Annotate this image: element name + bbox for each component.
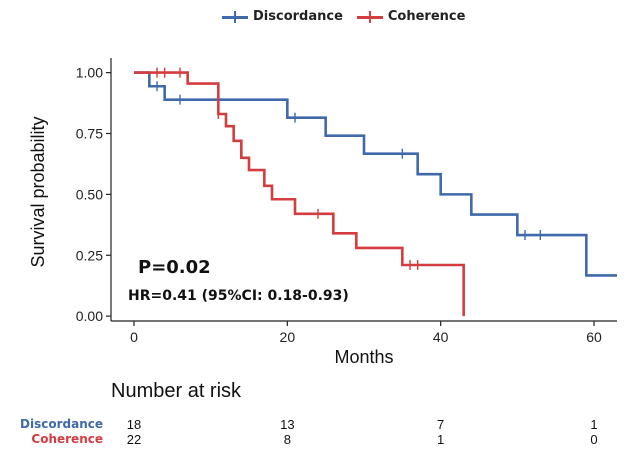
axes: 0.00 0.25 0.50 0.75 1.00 0 20 40 60 [76,58,617,345]
series-layer [134,67,617,317]
y-tick-label: 1.00 [76,65,103,81]
risk-value: 18 [126,417,142,432]
risk-value: 0 [590,432,598,447]
risk-label-coherence: Coherence [31,432,103,446]
survival-curve-discordance [134,71,617,277]
y-axis-title: Survival probability [28,116,48,267]
legend-label-discordance: Discordance [253,9,343,24]
risk-value: 7 [437,417,445,432]
y-tick-label: 0.25 [76,247,103,263]
risk-table-title: Number at risk [111,380,242,402]
legend-swatch-discordance [222,10,248,24]
p-value-annotation: P=0.02 [138,257,211,278]
risk-value: 8 [283,432,291,447]
x-tick-label: 0 [130,329,138,345]
x-axis-title: Months [334,347,393,367]
legend-tick-discordance [234,10,236,23]
y-tick-label: 0.50 [76,186,103,202]
survival-curve-coherence [134,71,465,317]
legend: Discordance Coherence [222,9,465,24]
x-tick-label: 20 [280,329,296,345]
legend-swatch-coherence [356,10,383,24]
hazard-ratio-annotation: HR=0.41 (95%CI: 0.18-0.93) [128,288,349,304]
risk-value: 1 [590,417,598,432]
legend-label-coherence: Coherence [387,9,466,24]
legend-item-discordance[interactable]: Discordance [222,9,343,24]
risk-row-discordance: Discordance 18 13 7 1 [0,417,629,433]
risk-value: 1 [437,432,445,447]
x-tick-label: 40 [433,329,449,345]
legend-tick-coherence [368,10,371,23]
x-tick-label: 60 [586,329,602,345]
survival-chart: 0.00 0.25 0.50 0.75 1.00 0 20 40 60 P=0.02 HR=0.… [28,58,617,367]
risk-label-discordance: Discordance [20,417,103,431]
y-tick-label: 0.00 [76,308,103,324]
legend-item-coherence[interactable]: Coherence [356,9,466,24]
risk-row-coherence: Coherence 22 8 1 0 [0,432,629,448]
risk-value: 13 [280,417,295,432]
risk-value: 22 [126,432,142,447]
y-tick-label: 0.75 [76,125,103,141]
